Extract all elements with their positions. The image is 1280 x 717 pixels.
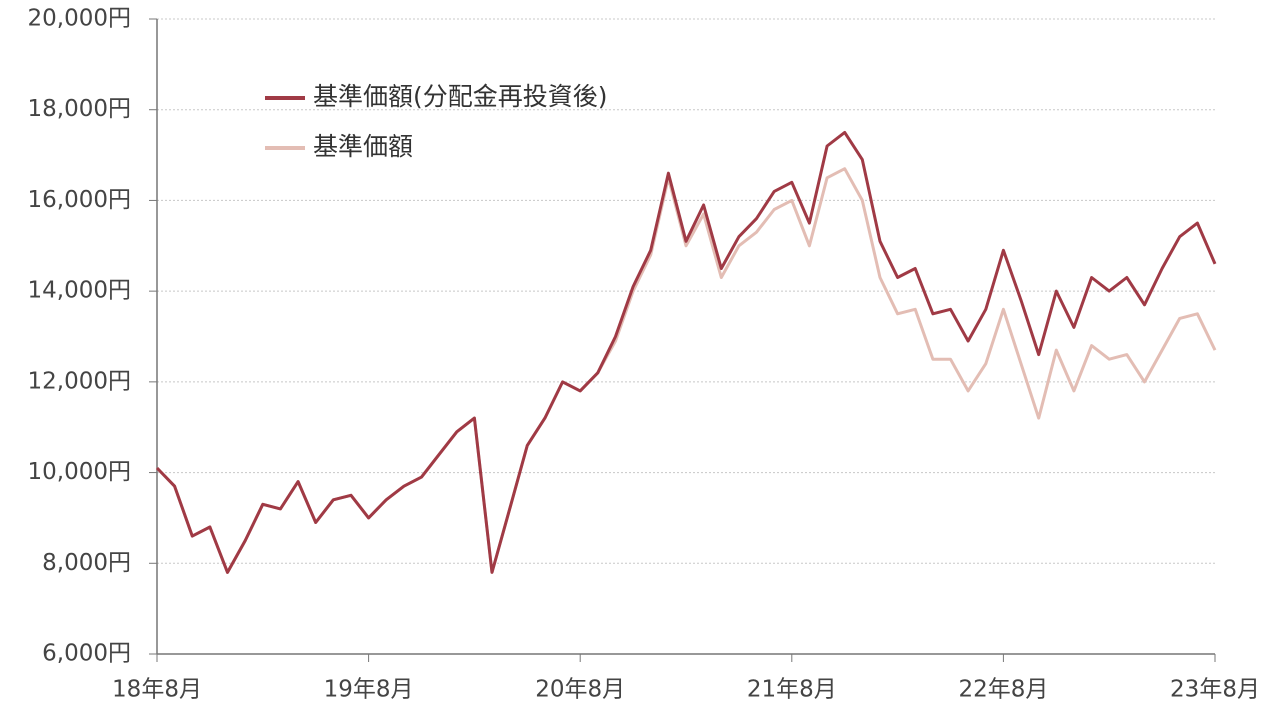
x-tick-label: 21年8月 [747, 677, 837, 703]
y-tick-label: 8,000円 [42, 550, 131, 576]
y-tick-label: 10,000円 [28, 459, 131, 485]
y-tick-label: 6,000円 [42, 641, 131, 667]
x-tick-label: 22年8月 [958, 677, 1048, 703]
series-line [155, 167, 1217, 574]
legend-text: 基準価額 [313, 132, 413, 161]
y-tick-label: 12,000円 [28, 368, 131, 394]
x-tick-label: 18年8月 [112, 677, 202, 703]
y-tick-label: 20,000円 [28, 6, 131, 32]
x-tick-label: 23年8月 [1170, 677, 1260, 703]
x-tick-label: 19年8月 [324, 677, 414, 703]
y-tick-label: 14,000円 [28, 278, 131, 304]
y-tick-label: 16,000円 [28, 187, 131, 213]
series-line [155, 130, 1217, 574]
legend-text: 基準価額(分配金再投資後) [313, 82, 608, 111]
x-tick-label: 20年8月 [535, 677, 625, 703]
y-tick-label: 18,000円 [28, 96, 131, 122]
